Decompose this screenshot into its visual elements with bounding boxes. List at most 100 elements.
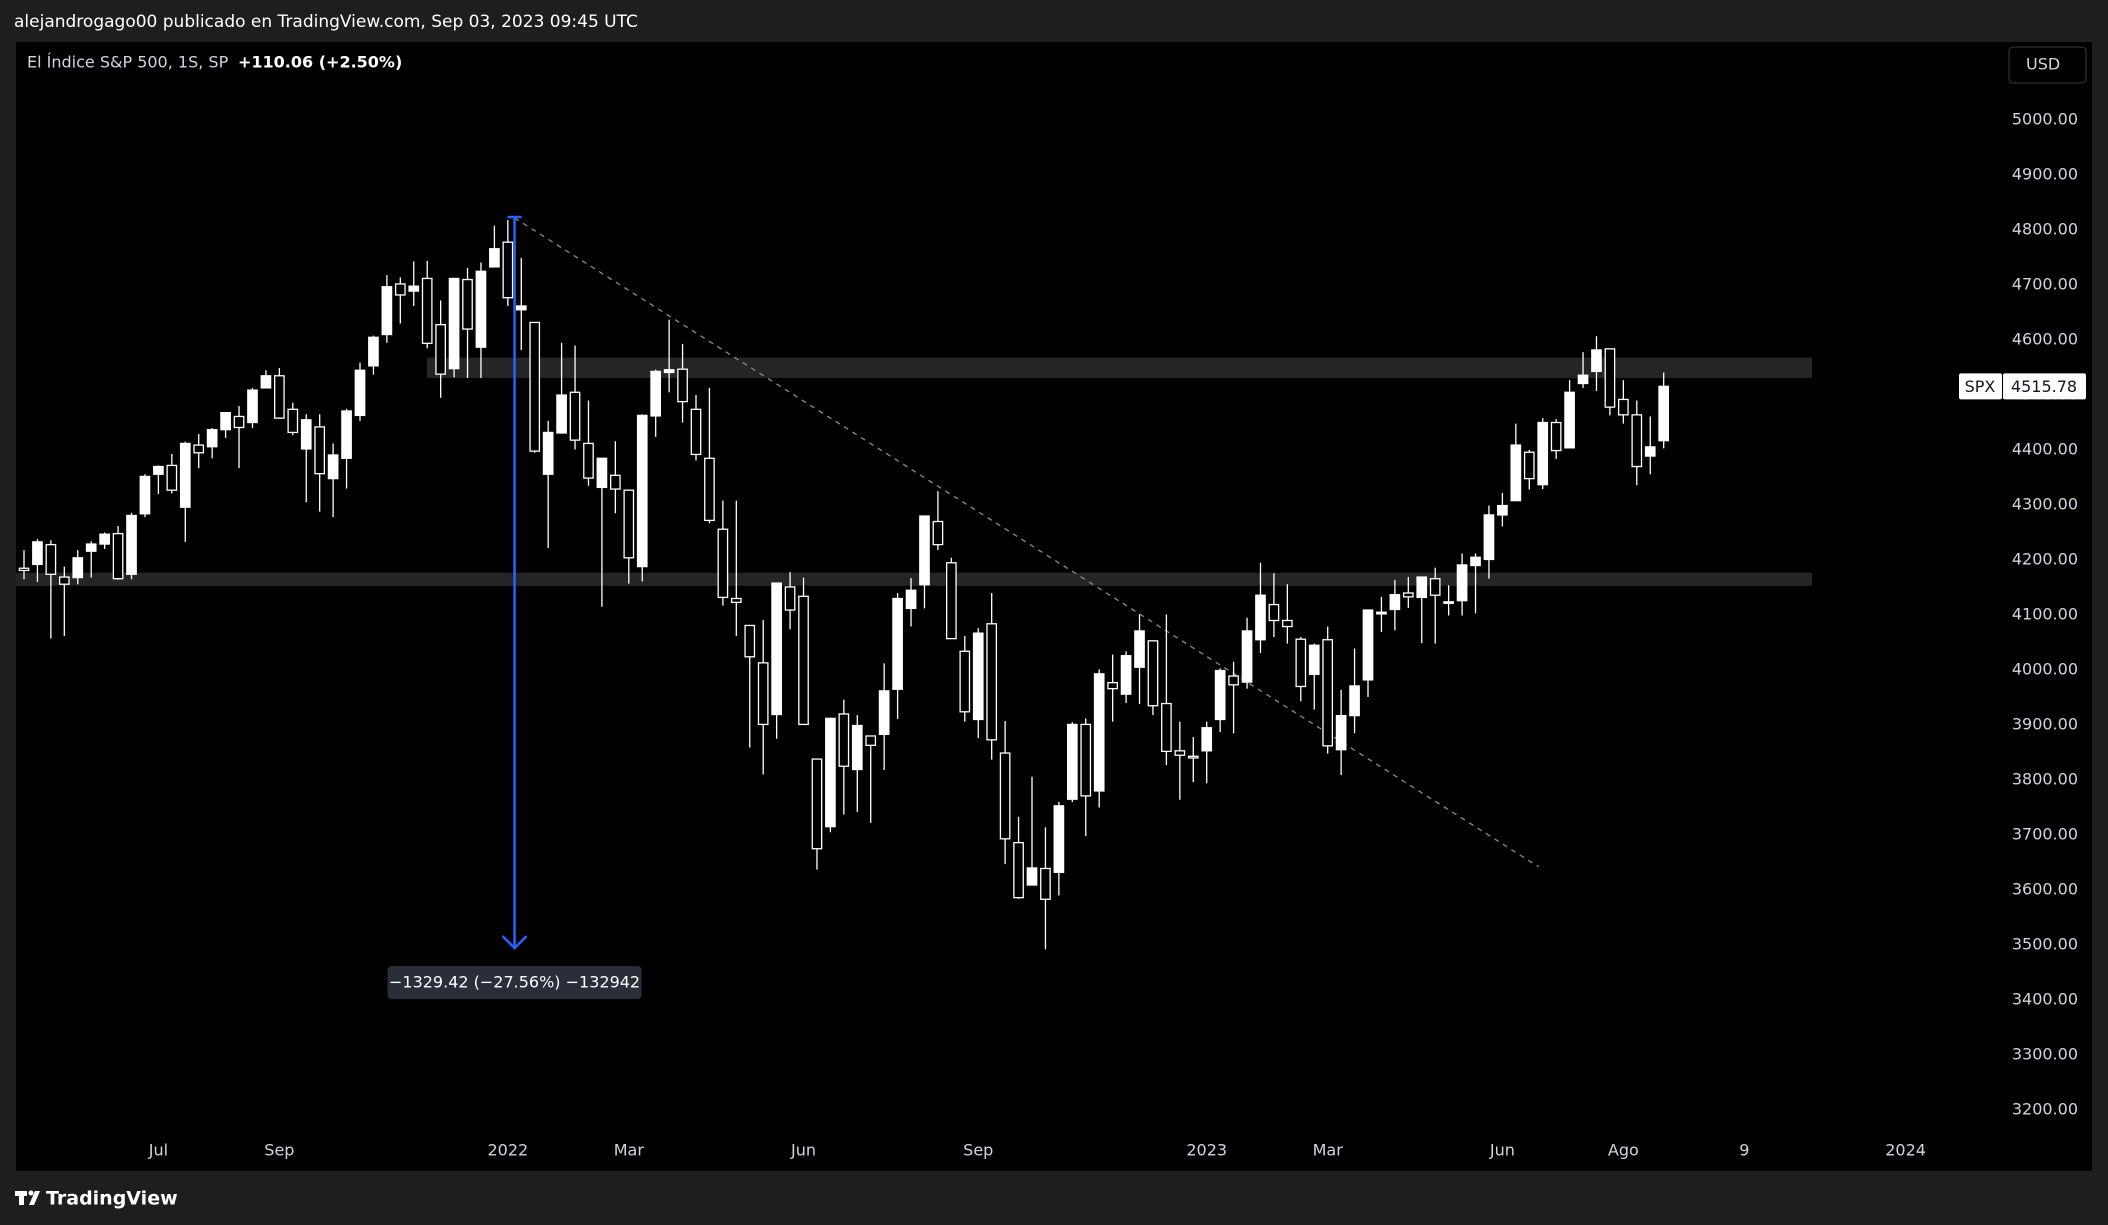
candle-body (1174, 750, 1186, 756)
candle-body (1591, 349, 1602, 373)
candle-body (1362, 609, 1374, 681)
candle-body (421, 277, 433, 344)
footer-brand: TradingView (46, 1188, 178, 1210)
candle-body (838, 713, 850, 767)
candle-body (1147, 640, 1159, 707)
candle-body (1510, 444, 1522, 502)
x-tick-label: Ago (1608, 1141, 1639, 1160)
candle-body (1456, 564, 1468, 602)
candle-body (85, 543, 97, 552)
candle-body (556, 394, 567, 434)
candle-body (972, 632, 984, 721)
candle-body (1214, 669, 1226, 721)
candle-body (32, 541, 43, 566)
candle-body (1241, 630, 1253, 683)
candle-body (1187, 755, 1199, 759)
y-tick-label: 3700.00 (2012, 824, 2078, 843)
candle-body (1631, 414, 1643, 468)
candle-body (1658, 385, 1670, 442)
candle-body (1604, 348, 1616, 408)
candle-body (1066, 723, 1078, 800)
candle-body (408, 285, 420, 292)
candle-body (1295, 638, 1307, 688)
x-tick-label: Jun (790, 1141, 816, 1160)
candle-body (1335, 714, 1347, 751)
candle-body (489, 248, 500, 268)
candle-body (45, 543, 57, 575)
measure-label-box (387, 966, 642, 1000)
candle-body (730, 597, 742, 603)
x-tick-label: 2024 (1885, 1141, 1926, 1160)
y-tick-label: 3900.00 (2012, 714, 2078, 733)
y-tick-label: 3800.00 (2012, 769, 2078, 788)
candle-body (153, 465, 164, 475)
candle-body (1053, 805, 1065, 873)
candle-body (623, 489, 635, 559)
candle-body (233, 415, 245, 429)
candle-body (126, 514, 137, 575)
candle-body (1201, 727, 1213, 752)
zone (16, 572, 1812, 586)
candle-body (784, 586, 796, 611)
publish-info: alejandrogago00 publicado en TradingView… (14, 12, 638, 32)
candle-body (18, 567, 30, 572)
candle-body (1577, 374, 1589, 385)
candle-body (919, 515, 930, 586)
x-tick-label: Mar (614, 1141, 645, 1160)
candle-body (596, 457, 608, 489)
y-tick-label: 4200.00 (2012, 550, 2078, 569)
candle-body (865, 735, 877, 746)
candle-body (610, 474, 621, 490)
symbol-tag-box (1959, 373, 2002, 400)
candle-body (394, 283, 406, 296)
y-tick-label: 3400.00 (2012, 989, 2078, 1008)
candle-body (1080, 723, 1092, 797)
candle-body (166, 464, 178, 491)
candle-body (314, 426, 326, 475)
candle-body (341, 410, 352, 459)
tv-logo (15, 1190, 40, 1205)
trendline (514, 217, 1540, 868)
candle-body (999, 752, 1011, 840)
y-tick-label: 4600.00 (2012, 330, 2078, 349)
y-tick-label: 4800.00 (2012, 220, 2078, 239)
candle-body (1026, 867, 1038, 886)
candle-body (1255, 594, 1266, 641)
candle-body (1618, 398, 1629, 416)
y-tick-label: 3600.00 (2012, 879, 2078, 898)
candle-body (1322, 639, 1334, 747)
candle-body (1107, 681, 1118, 690)
y-tick-label: 3200.00 (2012, 1099, 2078, 1118)
candle-body (112, 532, 124, 580)
currency-button[interactable] (2008, 46, 2087, 84)
candle-body (274, 375, 285, 419)
x-tick-label: Jul (148, 1141, 168, 1160)
candle-body (529, 321, 541, 452)
candle-body (1134, 630, 1145, 668)
candle-body (650, 370, 662, 417)
candle-body (1349, 685, 1360, 717)
candle-body (1282, 619, 1293, 628)
y-tick-label: 4700.00 (2012, 275, 2078, 294)
x-tick-label: 2023 (1186, 1141, 1227, 1160)
candle-body (878, 690, 890, 735)
candle-body (851, 724, 863, 771)
candle-body (435, 323, 446, 375)
candle-body (1308, 644, 1320, 676)
candle-body (636, 414, 648, 568)
y-tick-label: 3500.00 (2012, 934, 2078, 953)
candle-body (932, 520, 944, 546)
candle-body (220, 411, 231, 431)
candle-body (542, 431, 554, 475)
candle-body (1523, 451, 1535, 480)
candle-body (677, 368, 688, 403)
candle-body (811, 758, 823, 850)
candle-body (744, 624, 756, 658)
candle-body (1013, 842, 1024, 899)
candle-body (300, 419, 312, 450)
candle-body (1483, 514, 1495, 561)
y-tick-label: 4400.00 (2012, 440, 2078, 459)
candle-body (368, 336, 379, 367)
candle-body (1120, 655, 1132, 695)
candle-body (892, 597, 903, 690)
